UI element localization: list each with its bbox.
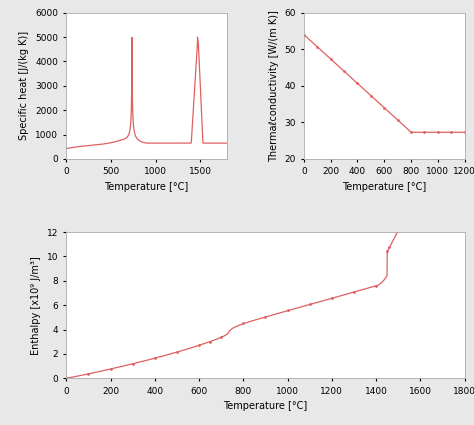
Y-axis label: Thermaℓconductivity [W/(m K)]: Thermaℓconductivity [W/(m K)] bbox=[269, 10, 279, 162]
Y-axis label: Enthalpy [x10⁹ J/m³]: Enthalpy [x10⁹ J/m³] bbox=[31, 256, 41, 354]
Y-axis label: Specific heat [J/(kg K)]: Specific heat [J/(kg K)] bbox=[19, 31, 29, 140]
X-axis label: Temperature [°C]: Temperature [°C] bbox=[342, 182, 427, 192]
X-axis label: Temperature [°C]: Temperature [°C] bbox=[104, 182, 189, 192]
X-axis label: Temperature [°C]: Temperature [°C] bbox=[223, 401, 308, 411]
